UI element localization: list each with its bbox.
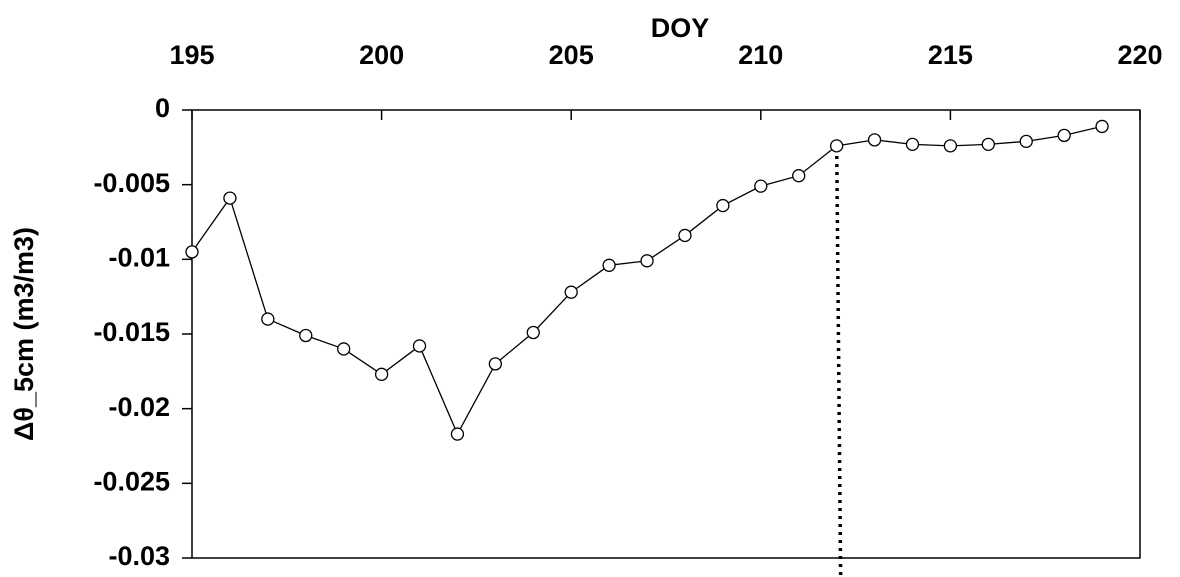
data-point bbox=[450, 427, 465, 441]
data-point bbox=[1095, 119, 1109, 134]
y-tick-label: 0 bbox=[155, 93, 170, 123]
data-point bbox=[1019, 134, 1033, 149]
y-axis-title: Δθ_5cm (m3/m3) bbox=[9, 227, 39, 441]
x-tick-label: 200 bbox=[359, 40, 404, 70]
data-point bbox=[185, 245, 199, 259]
data-point bbox=[602, 258, 616, 272]
data-point bbox=[792, 169, 806, 183]
data-point bbox=[716, 198, 730, 213]
y-tick-label: -0.005 bbox=[93, 168, 170, 198]
data-point bbox=[640, 254, 654, 268]
y-tick-label: -0.01 bbox=[108, 242, 170, 272]
data-point bbox=[564, 285, 578, 299]
data-point bbox=[905, 137, 920, 151]
data-point bbox=[981, 137, 995, 151]
data-point bbox=[943, 139, 958, 153]
data-point bbox=[754, 179, 768, 193]
data-point bbox=[223, 191, 237, 205]
data-point bbox=[1057, 128, 1071, 143]
data-point bbox=[374, 367, 389, 381]
data-point bbox=[412, 339, 427, 353]
x-tick-label: 210 bbox=[738, 40, 783, 70]
data-point bbox=[867, 133, 882, 147]
y-tick-label: -0.015 bbox=[93, 317, 170, 347]
data-point bbox=[678, 228, 692, 243]
plot-frame bbox=[191, 109, 1141, 559]
x-tick-label: 220 bbox=[1117, 40, 1162, 70]
y-tick-label: -0.02 bbox=[108, 392, 170, 422]
x-tick-label: 215 bbox=[928, 40, 973, 70]
x-tick-label: 195 bbox=[169, 40, 214, 70]
data-point bbox=[299, 328, 313, 343]
data-point bbox=[337, 342, 351, 356]
x-tick-label: 205 bbox=[549, 40, 594, 70]
data-point bbox=[526, 325, 540, 340]
y-tick-label: -0.03 bbox=[108, 541, 170, 571]
data-point bbox=[829, 139, 844, 153]
data-point bbox=[488, 357, 503, 371]
y-tick-label: -0.025 bbox=[93, 466, 170, 496]
reference-line bbox=[834, 139, 843, 577]
data-point bbox=[261, 312, 275, 326]
x-axis-title: DOY bbox=[651, 13, 710, 43]
data-line bbox=[191, 125, 1103, 436]
